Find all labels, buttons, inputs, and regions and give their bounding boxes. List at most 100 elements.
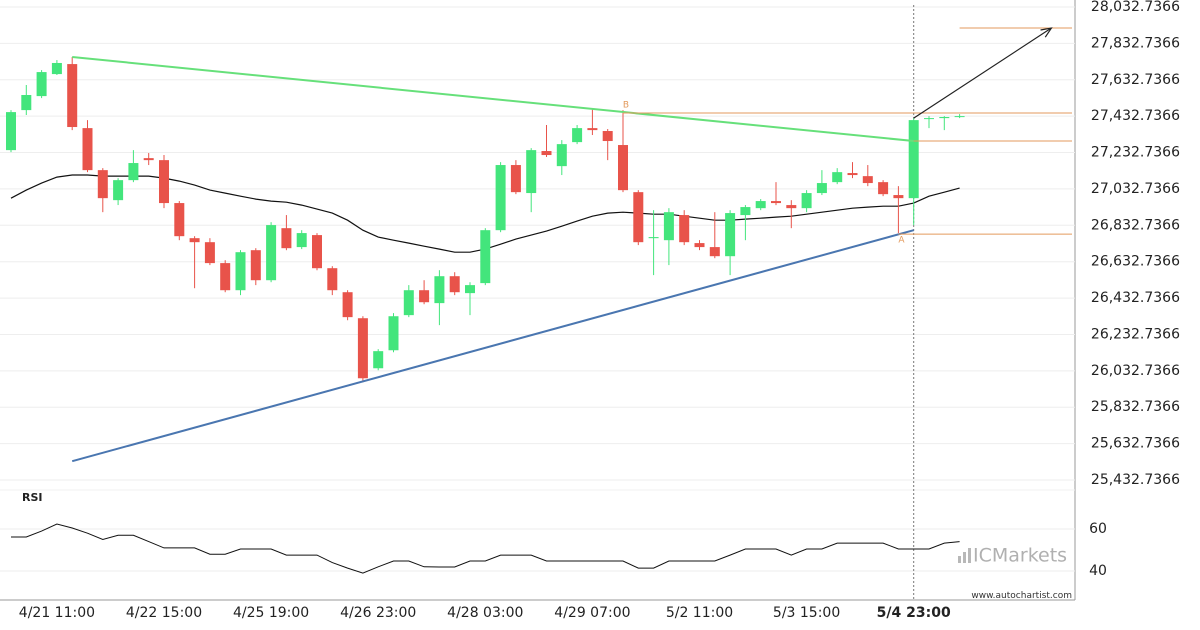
arrow-head [1040,27,1053,38]
x-tick-label: 4/29 07:00 [554,605,630,621]
candle-body [235,252,246,291]
point-label: B [623,101,629,111]
candle-body [189,238,200,243]
candle-body [266,225,277,281]
candle-body [434,276,445,304]
x-tick-label: 4/26 23:00 [340,605,416,621]
candle-body [924,118,934,120]
x-tick-label: 4/22 15:00 [126,605,202,621]
candle-body [618,145,628,191]
y-tick-label: 26,432.7366 [1091,290,1180,306]
candle-body [36,72,47,97]
y-tick-label: 27,632.7366 [1091,72,1180,88]
candle-body [847,173,858,176]
y-tick-label: 26,232.7366 [1091,326,1180,342]
x-tick-label: 4/25 19:00 [233,605,309,621]
y-tick-label: 25,432.7366 [1091,472,1180,488]
trend-line [71,229,914,463]
candle-body [771,201,781,204]
rsi-label: RSI [22,491,43,504]
candle-body [556,144,567,167]
candle-body [878,182,889,195]
candle-body [602,131,613,142]
x-tick-label: 5/3 15:00 [773,605,840,621]
candle-body [449,276,460,293]
candle-body [403,290,414,316]
candle-body [388,316,399,351]
rsi-line [11,523,960,574]
x-tick-label: 5/2 11:00 [666,605,733,621]
candle-body [312,235,322,269]
point-label: A [898,236,905,246]
candle-body [572,128,583,143]
candle-body [128,163,139,181]
candle-body [679,215,690,243]
candle-body [801,193,812,209]
candle-body [541,151,552,156]
y-tick-label: 26,832.7366 [1091,217,1180,233]
candle-body [281,228,292,249]
candle-body [587,128,598,131]
candle-body [648,237,659,239]
candle-body [21,95,32,111]
candle-body [6,112,16,151]
y-tick-label: 27,232.7366 [1091,145,1180,161]
x-tick-label: 4/21 11:00 [19,605,95,621]
candle-body [373,351,384,369]
candle-body [113,180,124,201]
watermark-icon [958,548,971,563]
y-tick-label: 26,632.7366 [1091,254,1180,270]
candle-body [419,290,430,303]
candle-body [51,62,62,75]
y-tick-label: 25,632.7366 [1091,436,1180,452]
candle-body [480,230,491,284]
candle-body [510,165,521,193]
x-tick-label: 5/4 23:00 [877,605,951,621]
candle-body [908,120,919,199]
y-tick-label: 26,032.7366 [1091,363,1180,379]
candle-body [495,165,506,231]
candle-body [755,201,766,209]
candle-body [816,183,827,194]
candle-body [357,318,368,379]
y-tick-label: 27,832.7366 [1091,35,1180,51]
candle-body [67,64,78,128]
candle-body [143,158,154,161]
candle-body [740,207,751,216]
candle-body [220,263,231,291]
trend-line [72,55,914,143]
candle-body [832,172,843,183]
y-tick-label: 27,432.7366 [1091,108,1180,124]
candle-body [296,233,307,248]
forecast-arrow [913,27,1052,119]
y-tick-label: 25,832.7366 [1091,399,1180,415]
candle-body [939,117,950,119]
watermark: ICMarkets [973,545,1067,567]
candle-body [893,195,904,199]
candle-body [709,247,720,257]
candle-body [159,160,169,204]
candle-body [694,243,705,248]
candle-body [204,242,215,264]
candle-body [862,176,873,184]
rsi-tick-label: 40 [1089,563,1107,579]
candle-body [663,212,674,241]
candle-body [954,116,965,118]
candle-body [725,213,736,257]
y-tick-label: 28,032.7366 [1091,0,1180,15]
rsi-tick-label: 60 [1089,521,1107,537]
candle-body [174,203,185,237]
candle-body [633,192,644,243]
y-tick-label: 27,032.7366 [1091,181,1180,197]
x-tick-label: 4/28 03:00 [447,605,523,621]
candle-body [465,285,475,294]
candle-body [327,268,338,291]
candle-body [342,292,353,318]
candle-body [526,150,537,194]
candle-body [82,128,93,171]
candle-body [97,170,108,199]
source: www.autochartist.com [971,591,1072,601]
candle-body [786,205,797,209]
